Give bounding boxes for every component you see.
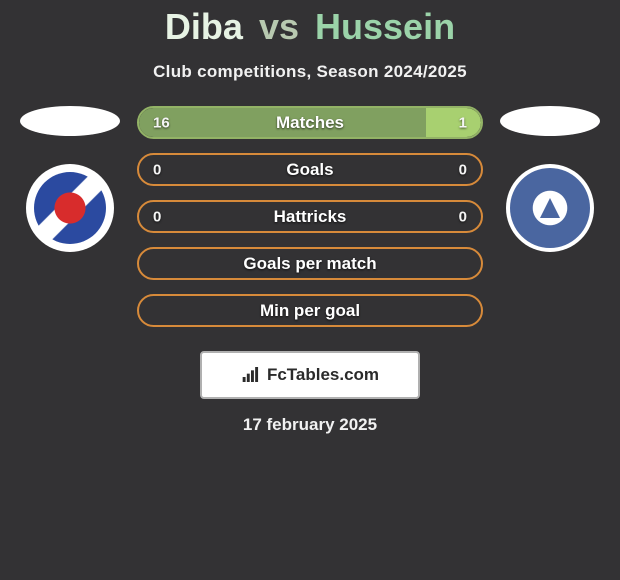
content-row: 16 1 Matches 0 0 Goals 0 0 Hattricks Goals per ma… (0, 106, 620, 327)
team-b-logo (506, 164, 594, 252)
vs-label: vs (259, 6, 299, 47)
subtitle: Club competitions, Season 2024/2025 (153, 62, 467, 82)
team-a-logo (26, 164, 114, 252)
stat-label: Goals per match (243, 254, 376, 274)
left-side (10, 106, 130, 252)
player-a-photo-placeholder (20, 106, 120, 136)
brand-text: FcTables.com (267, 365, 379, 385)
right-side (490, 106, 610, 252)
player-b-photo-placeholder (500, 106, 600, 136)
stat-bar: 16 1 Matches (137, 106, 483, 139)
player-a-name: Diba (165, 6, 243, 47)
stat-value-left: 0 (153, 161, 161, 178)
stat-label: Hattricks (274, 207, 347, 227)
stat-label: Matches (276, 113, 344, 133)
stat-label: Goals (286, 160, 333, 180)
page-title: Diba vs Hussein (165, 6, 455, 48)
stat-value-left: 16 (153, 114, 170, 131)
brand-badge[interactable]: FcTables.com (200, 351, 420, 399)
bar-fill-right (426, 108, 481, 137)
player-b-name: Hussein (315, 6, 455, 47)
stat-bar: Goals per match (137, 247, 483, 280)
date-label: 17 february 2025 (243, 415, 377, 435)
stat-label: Min per goal (260, 301, 360, 321)
stat-value-right: 1 (459, 114, 467, 131)
chart-icon (241, 367, 261, 383)
stat-bar: Min per goal (137, 294, 483, 327)
stat-bar: 0 0 Goals (137, 153, 483, 186)
stat-value-right: 0 (459, 208, 467, 225)
stat-bar: 0 0 Hattricks (137, 200, 483, 233)
stat-value-left: 0 (153, 208, 161, 225)
stats-bars: 16 1 Matches 0 0 Goals 0 0 Hattricks Goals per ma… (137, 106, 483, 327)
stat-value-right: 0 (459, 161, 467, 178)
